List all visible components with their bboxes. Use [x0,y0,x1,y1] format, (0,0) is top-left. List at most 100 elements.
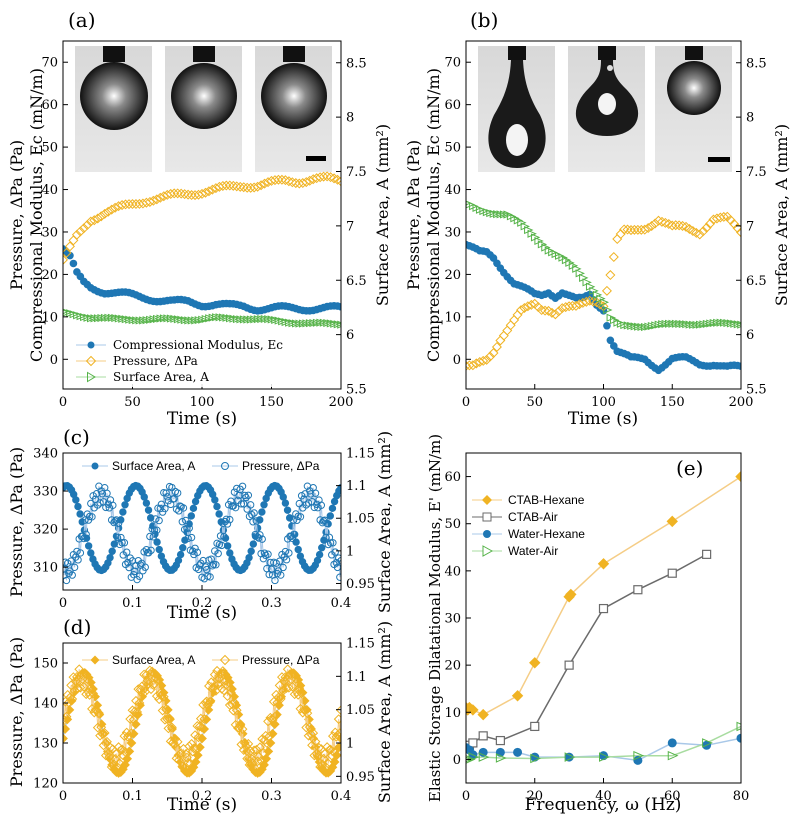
y-tick-label-left-d: 150 [33,657,58,672]
point-d-1 [74,664,85,675]
point-e-3 [468,752,480,762]
point-d-0 [92,700,103,711]
point-b-1 [488,348,499,359]
y-tick-label-left-e: 30 [444,612,461,627]
point-d-1 [134,698,145,708]
y-axis-label-d-right: Surface Area, A (mm²) [375,621,394,803]
point-c-1 [281,547,290,556]
point-d-1 [71,671,82,682]
legend-c-marker-pressure [221,462,229,470]
point-b-1 [536,305,547,316]
x-axis-label-c: Time (s) [167,603,237,623]
point-c-0 [108,547,116,555]
point-c-0 [179,544,187,552]
legend-a: Compressional Modulus, Ec Pressure, ΔPa … [70,334,283,387]
point-c-1 [88,513,96,521]
x-tick-label-d: 0.4 [331,789,352,804]
point-d-1 [312,751,323,762]
point-c-1 [103,489,111,498]
point-d-1 [228,705,239,716]
y-tick-label-left-b: 50 [444,141,461,156]
y-tick-label-left-b: 60 [444,98,461,113]
point-c-1 [73,547,81,556]
point-e-1 [468,738,478,748]
point-c-1 [182,516,190,525]
point-d-1 [244,759,255,770]
point-c-1 [258,535,266,543]
point-a-1 [304,175,315,186]
point-d-1 [128,714,139,725]
point-d-1 [63,715,70,726]
point-c-1 [135,572,144,580]
point-d-1 [154,694,165,705]
y-tick-label-left-e: 20 [444,659,461,674]
point-b-1 [584,295,595,306]
point-d-1 [119,731,130,741]
point-c-0 [106,553,114,562]
point-d-1 [222,691,233,702]
point-d-1 [185,758,196,769]
point-a-1 [155,192,166,203]
point-d-1 [214,673,225,684]
point-d-1 [318,753,329,764]
point-c-1 [249,518,257,526]
point-e-1 [702,549,712,559]
point-a-1 [64,241,75,252]
point-c-1 [256,531,264,539]
y-tick-label-left-d: 140 [33,697,58,712]
point-d-1 [142,675,153,686]
point-d-1 [309,750,320,761]
point-b-1 [632,224,643,235]
x-axis-label-d: Time (s) [167,795,237,815]
point-c-1 [312,500,321,509]
point-a-1 [287,177,298,188]
point-e-3 [478,752,490,762]
point-d-1 [194,721,205,732]
y-tick-label-right-d: 0.95 [346,770,375,785]
point-c-1 [252,517,261,525]
y-tick-label-right-d: 1.05 [346,703,375,718]
point-c-0 [247,547,255,555]
point-a-1 [273,174,284,185]
point-c-0 [155,545,163,554]
point-e-3 [495,753,507,763]
point-d-1 [314,742,324,753]
point-c-1 [227,497,235,505]
point-c-1 [274,567,283,575]
x-tick-label-d: 0.2 [192,789,213,804]
point-a-1 [96,211,107,222]
y-tick-label-left-b: 70 [444,56,461,71]
y-axis-label-b-outer: Pressure, ΔPa (Pa) [404,140,423,290]
point-b-1 [660,217,671,228]
point-a-0 [69,259,78,268]
y-tick-label-right-a: 8.5 [346,56,367,71]
point-b-1 [509,314,520,325]
point-d-1 [201,696,212,707]
x-axis-label-e: Frequency, ω (Hz) [525,795,682,815]
point-a-1 [228,180,239,191]
point-d-1 [177,761,188,772]
point-b-1 [674,220,685,231]
point-b-2 [737,320,741,329]
point-d-1 [153,674,163,685]
point-b-1 [564,301,575,312]
point-c-1 [104,500,112,508]
point-a-2 [337,320,341,329]
point-c-1 [248,511,256,519]
y-tick-label-left-b: 40 [444,183,461,198]
point-a-0 [337,302,341,311]
point-d-1 [235,720,246,731]
point-a-1 [176,188,187,199]
point-e-0 [529,657,541,669]
legend-a-label-modulus: Compressional Modulus, Ec [113,338,283,352]
point-d-1 [264,731,275,742]
point-a-1 [252,181,263,192]
point-b-1 [588,296,599,307]
y-tick-label-left-c: 310 [33,561,58,576]
point-c-1 [230,488,239,496]
point-d-1 [227,699,238,710]
point-d-1 [126,728,137,739]
point-a-1 [231,181,242,192]
point-d-1 [144,665,155,676]
point-b-1 [467,360,478,371]
